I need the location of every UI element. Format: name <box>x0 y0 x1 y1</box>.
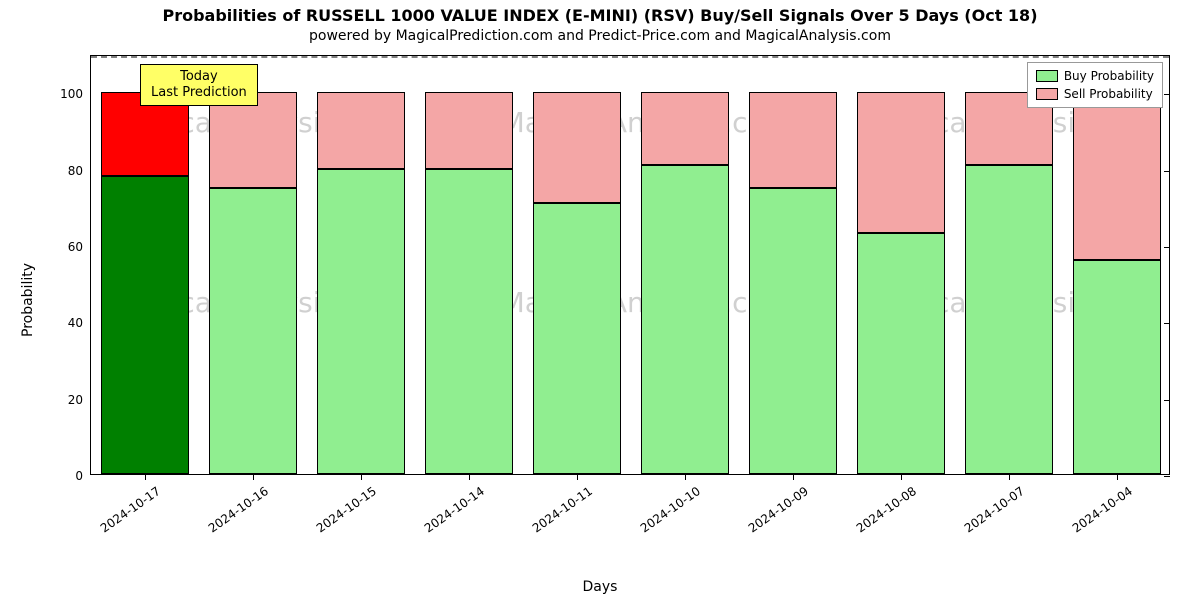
bar-buy <box>533 203 622 474</box>
y-tick-mark <box>1164 171 1170 172</box>
bar-sell <box>425 92 514 168</box>
legend-swatch-buy <box>1036 70 1058 82</box>
y-tick-label: 60 <box>68 240 91 254</box>
plot-area: MagicalAnalysis.com MagicalAnalysis.com … <box>90 55 1170 475</box>
x-tick-mark <box>1117 474 1118 480</box>
y-tick-mark <box>1164 247 1170 248</box>
bar-slot <box>749 54 838 474</box>
y-tick-mark <box>1164 400 1170 401</box>
chart-container: Probabilities of RUSSELL 1000 VALUE INDE… <box>0 0 1200 600</box>
bar-buy <box>857 233 946 474</box>
x-tick-mark <box>469 474 470 480</box>
bar-slot <box>1073 54 1162 474</box>
x-tick-label: 2024-10-08 <box>845 484 919 541</box>
legend-row-buy: Buy Probability <box>1036 67 1154 85</box>
y-tick-mark <box>1164 94 1170 95</box>
bar-sell <box>749 92 838 187</box>
x-tick-mark <box>901 474 902 480</box>
y-tick-label: 0 <box>75 469 91 483</box>
y-tick-mark <box>1164 476 1170 477</box>
x-tick-label: 2024-10-16 <box>197 484 271 541</box>
bar-buy <box>965 165 1054 474</box>
annotation-line1: Today <box>151 69 247 85</box>
x-tick-mark <box>145 474 146 480</box>
bar-slot <box>965 54 1054 474</box>
bar-slot <box>533 54 622 474</box>
bar-buy <box>1073 260 1162 474</box>
x-tick-mark <box>253 474 254 480</box>
y-tick-label: 100 <box>60 87 91 101</box>
x-tick-label: 2024-10-17 <box>89 484 163 541</box>
y-tick-label: 40 <box>68 316 91 330</box>
bar-sell <box>533 92 622 203</box>
legend-row-sell: Sell Probability <box>1036 85 1154 103</box>
annotation-line2: Last Prediction <box>151 85 247 101</box>
x-tick-label: 2024-10-11 <box>521 484 595 541</box>
bar-slot <box>317 54 406 474</box>
bar-buy <box>101 176 190 474</box>
x-tick-label: 2024-10-15 <box>305 484 379 541</box>
bar-slot <box>101 54 190 474</box>
bar-buy <box>641 165 730 474</box>
x-tick-label: 2024-10-04 <box>1061 484 1135 541</box>
legend-label-sell: Sell Probability <box>1064 85 1153 103</box>
x-tick-label: 2024-10-07 <box>953 484 1027 541</box>
chart-title: Probabilities of RUSSELL 1000 VALUE INDE… <box>0 6 1200 25</box>
x-tick-label: 2024-10-09 <box>737 484 811 541</box>
x-tick-mark <box>793 474 794 480</box>
bar-slot <box>209 54 298 474</box>
bar-slot <box>857 54 946 474</box>
bar-sell <box>209 92 298 187</box>
legend: Buy Probability Sell Probability <box>1027 62 1163 108</box>
x-tick-mark <box>1009 474 1010 480</box>
y-tick-label: 20 <box>68 393 91 407</box>
y-tick-mark <box>1164 323 1170 324</box>
bar-sell <box>857 92 946 233</box>
y-axis-label: Probability <box>20 263 36 337</box>
legend-label-buy: Buy Probability <box>1064 67 1154 85</box>
bar-sell <box>641 92 730 165</box>
x-tick-mark <box>685 474 686 480</box>
bar-slot <box>641 54 730 474</box>
x-axis-label: Days <box>583 579 618 595</box>
bar-slot <box>425 54 514 474</box>
x-tick-label: 2024-10-10 <box>629 484 703 541</box>
annotation-today: Today Last Prediction <box>140 64 258 107</box>
chart-subtitle: powered by MagicalPrediction.com and Pre… <box>0 28 1200 44</box>
legend-swatch-sell <box>1036 88 1058 100</box>
y-tick-label: 80 <box>68 164 91 178</box>
x-tick-label: 2024-10-14 <box>413 484 487 541</box>
bar-buy <box>209 188 298 474</box>
bar-buy <box>425 169 514 474</box>
bar-sell <box>1073 92 1162 260</box>
bar-buy <box>317 169 406 474</box>
bar-sell <box>317 92 406 168</box>
x-tick-mark <box>361 474 362 480</box>
x-tick-mark <box>577 474 578 480</box>
bar-buy <box>749 188 838 474</box>
